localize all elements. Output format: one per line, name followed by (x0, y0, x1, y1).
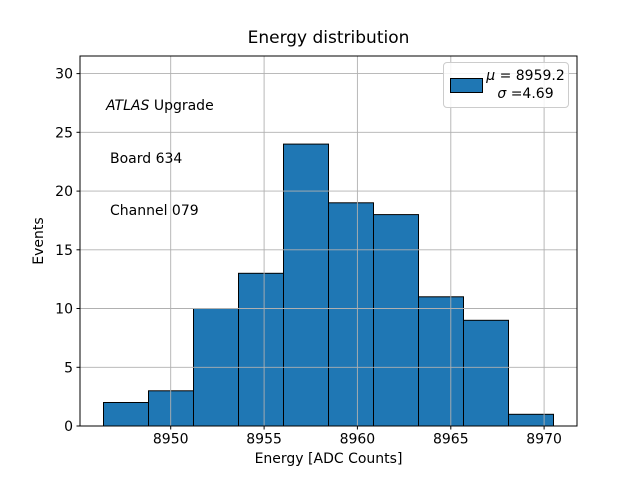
annotation-line-3: Channel 079 (110, 203, 199, 219)
histogram-bar (238, 272, 284, 427)
x-axis-label: Energy [ADC Counts] (254, 451, 403, 467)
histogram-bar (103, 402, 149, 427)
histogram-bar (418, 296, 464, 427)
x-tick-label: 8950 (153, 432, 189, 448)
y-tick-label: 10 (55, 302, 73, 318)
annotation: ATLAS Upgrade Board 634 Channel 079 (106, 63, 214, 256)
x-tick-label: 8965 (433, 432, 469, 448)
legend-mu-line: μ = 8959.2 (486, 67, 565, 85)
annotation-experiment-suffix: Upgrade (149, 98, 214, 114)
sigma-value: =4.69 (506, 86, 554, 102)
legend: μ = 8959.2 σ =4.69 (443, 62, 569, 108)
annotation-line-1: ATLAS Upgrade (106, 98, 214, 116)
y-tick-label: 15 (55, 243, 73, 259)
histogram-bar (508, 413, 554, 427)
axes-spines (79, 55, 578, 427)
mu-symbol: μ (486, 68, 496, 84)
y-axis-label: Events (31, 217, 47, 265)
histogram-bar (463, 319, 509, 427)
legend-text: μ = 8959.2 σ =4.69 (483, 67, 568, 103)
histogram-bar (328, 202, 374, 427)
x-tick-label: 8955 (246, 432, 282, 448)
legend-sigma-line: σ =4.69 (497, 85, 553, 103)
y-tick-label: 20 (55, 184, 73, 200)
histogram-bar (373, 214, 419, 427)
y-tick-label: 5 (64, 360, 73, 376)
annotation-experiment-name: ATLAS (106, 98, 150, 114)
y-tick-label: 25 (55, 125, 73, 141)
mu-value: = 8959.2 (495, 68, 565, 84)
legend-swatch (450, 77, 483, 93)
histogram-bar (283, 143, 329, 427)
annotation-line-2: Board 634 (110, 150, 183, 167)
y-tick-label: 30 (55, 67, 73, 83)
x-tick-label: 8970 (526, 432, 562, 448)
y-tick-label: 0 (64, 419, 73, 435)
x-tick-label: 8960 (340, 432, 376, 448)
chart-title: Energy distribution (247, 28, 410, 48)
sigma-symbol: σ (497, 86, 507, 102)
